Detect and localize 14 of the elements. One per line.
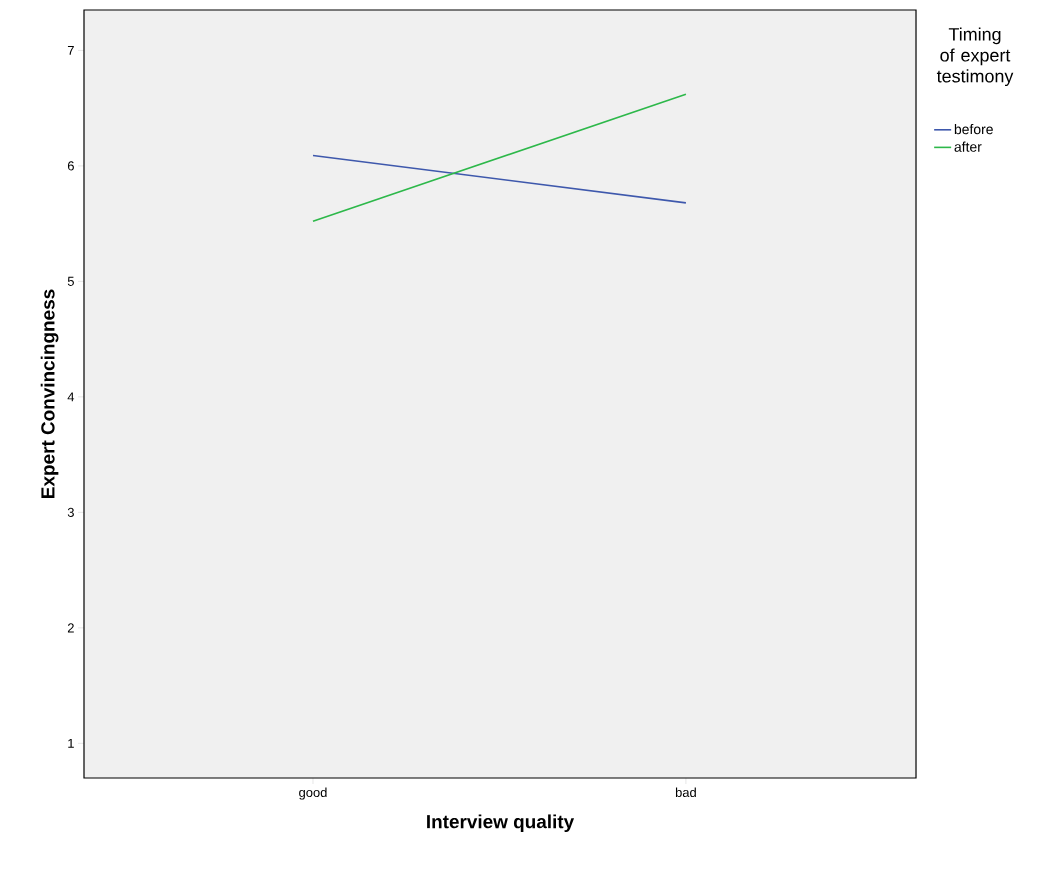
x-tick-label: bad bbox=[675, 787, 696, 798]
y-axis-title: Expert Convincingness bbox=[40, 289, 59, 498]
legend-label: after bbox=[954, 141, 982, 152]
x-axis-title: Interview quality bbox=[427, 814, 575, 833]
y-tick-label: 3 bbox=[67, 507, 74, 517]
y-tick-label: 1 bbox=[68, 738, 74, 748]
legend-title: Timing of expert testimony bbox=[936, 27, 1014, 87]
y-tick-label: 4 bbox=[67, 392, 75, 402]
y-tick-label: 2 bbox=[67, 623, 74, 633]
y-tick-label: 7 bbox=[67, 45, 74, 55]
y-tick-label: 6 bbox=[67, 161, 74, 171]
y-tick-label: 5 bbox=[67, 276, 74, 286]
legend-label: before bbox=[954, 124, 993, 135]
x-tick-label: good bbox=[299, 787, 327, 800]
